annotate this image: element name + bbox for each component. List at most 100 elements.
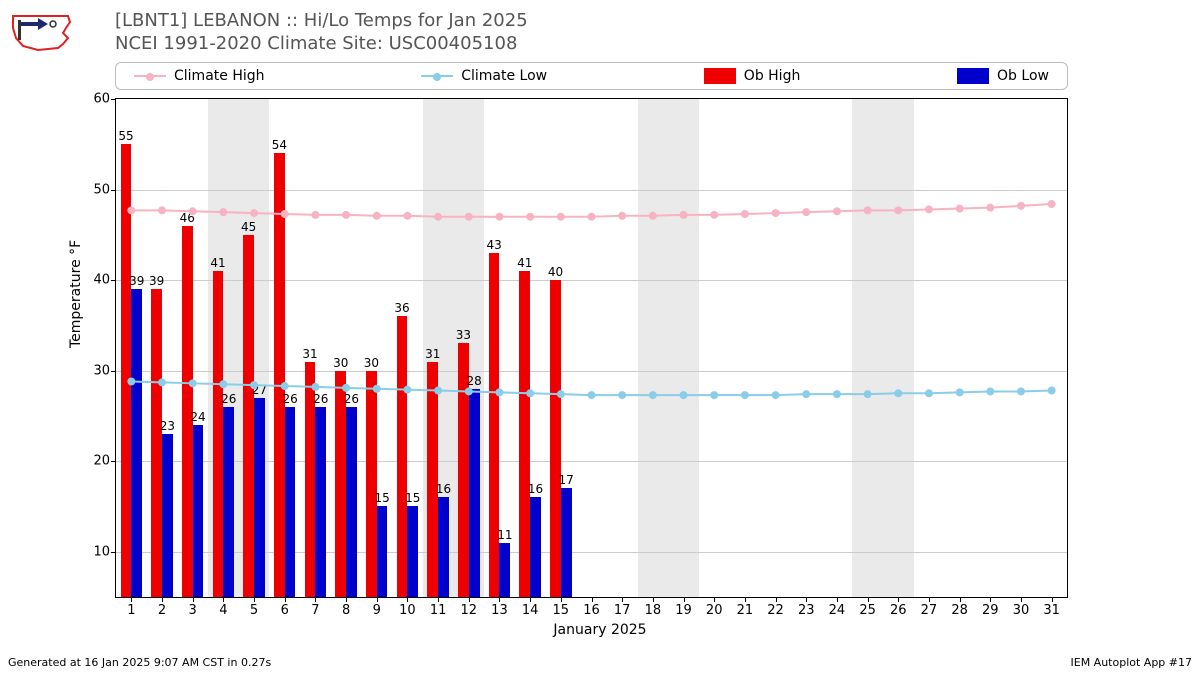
climate-high-marker — [495, 213, 503, 221]
footer-generated: Generated at 16 Jan 2025 9:07 AM CST in … — [8, 656, 271, 669]
xtick-mark — [806, 597, 807, 602]
xtick-mark — [377, 597, 378, 602]
climate-low-marker — [158, 378, 166, 386]
climate-high-marker — [925, 205, 933, 213]
climate-low-marker — [495, 388, 503, 396]
xtick-mark — [561, 597, 562, 602]
xtick-mark — [315, 597, 316, 602]
xtick-mark — [1052, 597, 1053, 602]
climate-high-marker — [281, 210, 289, 218]
climate-low-marker — [772, 391, 780, 399]
climate-low-marker — [434, 387, 442, 395]
legend-swatch — [957, 68, 989, 84]
climate-high-marker — [741, 210, 749, 218]
climate-high-marker — [127, 206, 135, 214]
climate-low-marker — [649, 391, 657, 399]
xtick-mark — [745, 597, 746, 602]
climate-high-marker — [311, 211, 319, 219]
xtick-mark — [162, 597, 163, 602]
xtick-mark — [929, 597, 930, 602]
xtick-mark — [285, 597, 286, 602]
climate-low-marker — [373, 385, 381, 393]
xtick-label: 20 — [706, 603, 723, 618]
title-line-1: [LBNT1] LEBANON :: Hi/Lo Temps for Jan 2… — [115, 10, 528, 33]
climate-low-marker — [588, 391, 596, 399]
climate-high-marker — [588, 213, 596, 221]
climate-high-marker — [557, 213, 565, 221]
xtick-label: 27 — [921, 603, 938, 618]
climate-low-marker — [894, 389, 902, 397]
xtick-label: 29 — [982, 603, 999, 618]
plot-area: 1020304050601234567891011121314151617181… — [115, 98, 1068, 598]
legend-line-marker — [134, 75, 166, 77]
climate-low-marker — [741, 391, 749, 399]
climate-low-marker — [250, 381, 258, 389]
xtick-mark — [592, 597, 593, 602]
climate-high-marker — [710, 211, 718, 219]
xtick-label: 11 — [430, 603, 447, 618]
legend-label: Ob High — [744, 68, 801, 84]
xtick-label: 24 — [829, 603, 846, 618]
climate-low-marker — [802, 390, 810, 398]
xtick-mark — [898, 597, 899, 602]
xtick-mark — [469, 597, 470, 602]
climate-high-marker — [342, 211, 350, 219]
climate-low-marker — [557, 390, 565, 398]
climate-high-marker — [403, 212, 411, 220]
climate-high-marker — [1048, 200, 1056, 208]
xtick-mark — [868, 597, 869, 602]
title-line-2: NCEI 1991-2020 Climate Site: USC00405108 — [115, 33, 528, 56]
xtick-mark — [254, 597, 255, 602]
xtick-mark — [193, 597, 194, 602]
ytick-label: 10 — [93, 544, 110, 559]
xtick-label: 9 — [373, 603, 381, 618]
xtick-mark — [837, 597, 838, 602]
xtick-label: 8 — [342, 603, 350, 618]
climate-low-marker — [1048, 387, 1056, 395]
climate-low-marker — [680, 391, 688, 399]
ytick-label: 20 — [93, 454, 110, 469]
climate-low-marker — [618, 391, 626, 399]
climate-high-marker — [526, 213, 534, 221]
climate-low-marker — [956, 388, 964, 396]
climate-high-marker — [680, 211, 688, 219]
ytick-label: 30 — [93, 363, 110, 378]
climate-high-marker — [434, 213, 442, 221]
climate-high-marker — [772, 209, 780, 217]
xtick-mark — [960, 597, 961, 602]
climate-low-marker — [281, 382, 289, 390]
xtick-mark — [346, 597, 347, 602]
climate-low-marker — [1017, 387, 1025, 395]
xtick-label: 12 — [461, 603, 478, 618]
xtick-label: 30 — [1013, 603, 1030, 618]
xtick-mark — [530, 597, 531, 602]
climate-low-marker — [526, 389, 534, 397]
xtick-label: 17 — [614, 603, 631, 618]
legend-label: Ob Low — [997, 68, 1049, 84]
climate-high-marker — [1017, 202, 1025, 210]
climate-high-marker — [894, 206, 902, 214]
xtick-label: 15 — [553, 603, 570, 618]
climate-high-marker — [250, 209, 258, 217]
climate-low-marker — [403, 386, 411, 394]
iem-logo — [8, 8, 78, 56]
legend-label: Climate Low — [461, 68, 547, 84]
climate-high-marker — [802, 208, 810, 216]
climate-low-marker — [189, 379, 197, 387]
legend-line-marker — [421, 75, 453, 77]
legend: Climate High Climate Low Ob High Ob Low — [115, 62, 1068, 90]
xtick-label: 25 — [859, 603, 876, 618]
climate-low-marker — [986, 387, 994, 395]
ytick-label: 60 — [93, 92, 110, 107]
legend-item-2: Ob High — [704, 68, 801, 84]
climate-high-marker — [189, 207, 197, 215]
climate-high-marker — [649, 212, 657, 220]
xtick-mark — [131, 597, 132, 602]
xtick-mark — [407, 597, 408, 602]
legend-item-3: Ob Low — [957, 68, 1049, 84]
xtick-label: 3 — [189, 603, 197, 618]
xtick-mark — [438, 597, 439, 602]
xtick-mark — [1021, 597, 1022, 602]
legend-label: Climate High — [174, 68, 265, 84]
climate-low-marker — [127, 378, 135, 386]
